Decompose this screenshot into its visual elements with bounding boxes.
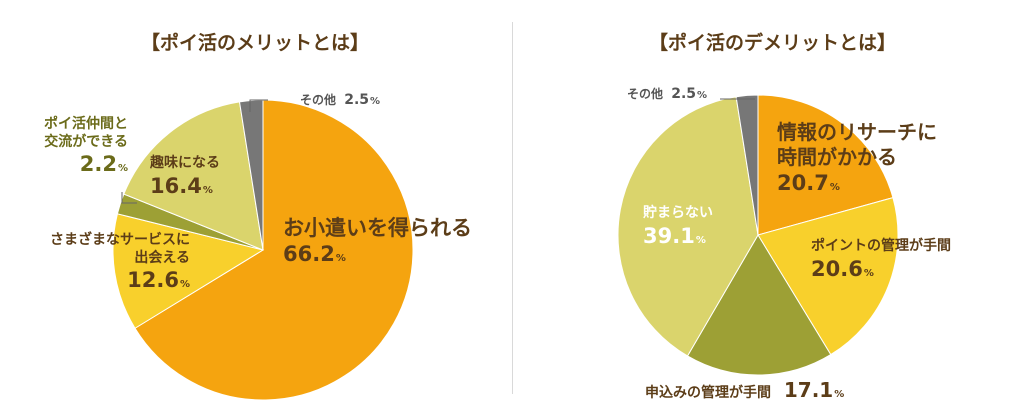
points-slice-label: ポイントの管理が手間 20.6%: [811, 238, 951, 281]
demerit-panel: 【ポイ活のデメリットとは】 情報のリサーチに 時間がかかる 20.7% ポイント…: [515, 0, 1030, 420]
panel-divider: [512, 22, 513, 394]
service-slice-label: さまざまなサービスに 出会える 12.6%: [50, 232, 190, 292]
other-leader-line: [249, 99, 268, 112]
hobby-slice-label: 趣味になる 16.4%: [150, 155, 220, 198]
other-slice-label-right: その他 2.5%: [627, 86, 708, 102]
demerit-slice-3: [617, 96, 759, 357]
demerit-slice-2: [686, 234, 832, 376]
merit-chart-title: 【ポイ活のメリットとは】: [140, 32, 369, 54]
merit-slice-0: [134, 99, 414, 401]
friends-slice-label: ポイ活仲間と 交流ができる 2.2%: [44, 116, 128, 176]
demerit-slice-0: [757, 94, 894, 236]
nosave-slice-label: 貯まらない 39.1%: [643, 205, 713, 248]
demerit-pie-chart: [617, 94, 899, 376]
research-slice-label: 情報のリサーチに 時間がかかる 20.7%: [777, 120, 937, 195]
demerit-slice-4: [735, 94, 759, 236]
apply-slice-label: 申込みの管理が手間 17.1%: [645, 378, 845, 402]
merit-slice-1: [112, 213, 265, 329]
demerit-slice-1: [757, 197, 899, 356]
merit-panel: 【ポイ活のメリットとは】 お小遣いを得られる 66.2% さまざまなサービスに …: [0, 0, 510, 420]
friends-leader-line: [121, 192, 137, 204]
merit-pie-chart: [112, 99, 414, 401]
other-slice-label: その他 2.5%: [300, 92, 381, 108]
demerit-chart-title: 【ポイ活のデメリットとは】: [648, 32, 896, 54]
main-slice-label: お小遣いを得られる 66.2%: [283, 216, 472, 267]
merit-slice-3: [123, 101, 264, 251]
